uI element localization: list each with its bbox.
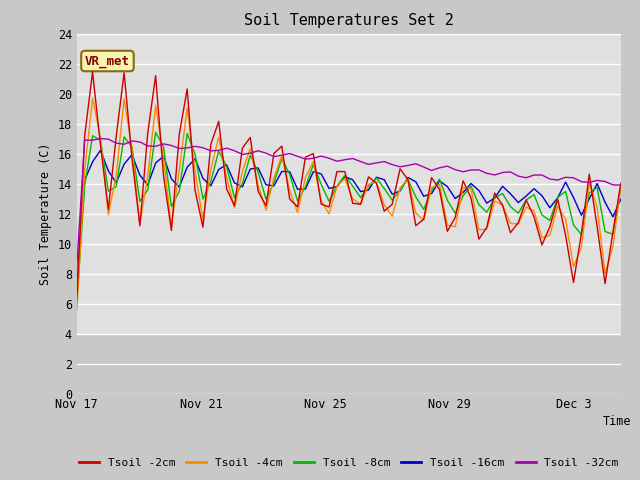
Text: VR_met: VR_met [85,55,130,68]
X-axis label: Time: Time [603,415,632,428]
Legend: Tsoil -2cm, Tsoil -4cm, Tsoil -8cm, Tsoil -16cm, Tsoil -32cm: Tsoil -2cm, Tsoil -4cm, Tsoil -8cm, Tsoi… [74,453,623,472]
Title: Soil Temperatures Set 2: Soil Temperatures Set 2 [244,13,454,28]
Y-axis label: Soil Temperature (C): Soil Temperature (C) [39,143,52,285]
Bar [77,334,621,394]
